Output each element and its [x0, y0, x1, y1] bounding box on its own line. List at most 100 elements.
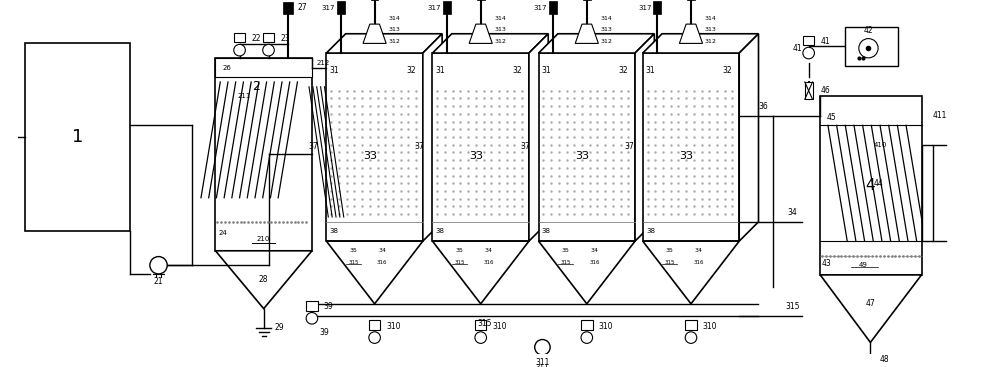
- Text: 314: 314: [704, 16, 716, 21]
- Text: 313: 313: [494, 28, 506, 32]
- Text: 35: 35: [349, 248, 357, 253]
- Text: 38: 38: [542, 229, 551, 235]
- Text: 38: 38: [330, 229, 339, 235]
- Polygon shape: [432, 34, 548, 53]
- Bar: [685, 320, 697, 330]
- Text: 315: 315: [665, 260, 675, 265]
- Text: 317: 317: [322, 5, 335, 11]
- Text: 317: 317: [638, 5, 651, 11]
- Text: 316: 316: [483, 260, 494, 265]
- Bar: [283, 2, 293, 14]
- Text: 45: 45: [827, 113, 837, 122]
- Text: 315: 315: [560, 260, 571, 265]
- Text: 42: 42: [864, 26, 873, 35]
- Text: 32: 32: [513, 66, 522, 75]
- Text: 35: 35: [666, 248, 674, 253]
- Text: 316: 316: [589, 260, 600, 265]
- Circle shape: [685, 332, 697, 344]
- Text: 28: 28: [259, 275, 268, 284]
- Bar: [215, 58, 312, 77]
- Text: 312: 312: [704, 39, 716, 44]
- Text: 48: 48: [880, 355, 890, 364]
- Text: 37: 37: [414, 142, 424, 151]
- Text: 31: 31: [646, 66, 655, 75]
- Bar: [820, 97, 922, 275]
- Text: 316: 316: [693, 260, 704, 265]
- Circle shape: [150, 257, 167, 274]
- Text: 310: 310: [598, 321, 613, 331]
- Polygon shape: [529, 34, 548, 241]
- Text: 22: 22: [251, 34, 261, 43]
- Text: 310: 310: [386, 321, 401, 331]
- Bar: [327, 87, 422, 222]
- Bar: [25, 43, 130, 232]
- Bar: [443, 1, 451, 14]
- Text: 313: 313: [600, 28, 612, 32]
- Text: 49: 49: [858, 262, 867, 268]
- Text: 212: 212: [317, 60, 330, 66]
- Circle shape: [263, 44, 274, 56]
- Text: 312: 312: [600, 39, 612, 44]
- Polygon shape: [469, 24, 492, 43]
- Text: 39: 39: [320, 328, 329, 337]
- Bar: [922, 145, 933, 241]
- Bar: [549, 1, 557, 14]
- Text: 37: 37: [308, 142, 318, 151]
- Text: 29: 29: [274, 323, 284, 333]
- Text: 34: 34: [695, 248, 703, 253]
- Text: 47: 47: [866, 299, 875, 308]
- Text: 210: 210: [257, 236, 270, 242]
- Bar: [234, 33, 245, 43]
- Text: 317: 317: [428, 5, 441, 11]
- Bar: [803, 36, 814, 46]
- Text: 38: 38: [436, 229, 445, 235]
- Bar: [644, 87, 738, 222]
- Text: 310: 310: [703, 321, 717, 331]
- Polygon shape: [643, 241, 739, 304]
- Circle shape: [234, 44, 245, 56]
- Text: 4: 4: [866, 178, 875, 193]
- Text: 39: 39: [323, 302, 333, 311]
- Text: 36: 36: [758, 102, 768, 110]
- Text: 312: 312: [494, 39, 506, 44]
- Text: 317: 317: [534, 5, 547, 11]
- Polygon shape: [739, 34, 758, 241]
- Text: 2: 2: [252, 80, 260, 93]
- Circle shape: [581, 332, 593, 344]
- Text: 315: 315: [348, 260, 359, 265]
- Bar: [539, 53, 635, 241]
- Bar: [326, 53, 423, 241]
- Text: 314: 314: [600, 16, 612, 21]
- Text: 43: 43: [821, 259, 831, 268]
- Bar: [337, 1, 345, 14]
- Bar: [432, 53, 529, 241]
- Text: 316: 316: [377, 260, 388, 265]
- Text: 315: 315: [477, 319, 492, 328]
- Text: 34: 34: [484, 248, 492, 253]
- Circle shape: [306, 313, 318, 324]
- Polygon shape: [363, 24, 386, 43]
- Text: 32: 32: [406, 66, 416, 75]
- Text: 211: 211: [238, 94, 251, 99]
- Circle shape: [475, 332, 486, 344]
- Text: 35: 35: [562, 248, 570, 253]
- Bar: [369, 320, 380, 330]
- Bar: [306, 301, 318, 310]
- Bar: [845, 27, 898, 66]
- Polygon shape: [539, 34, 654, 53]
- Polygon shape: [215, 251, 312, 309]
- Bar: [581, 320, 593, 330]
- Bar: [805, 82, 813, 99]
- Text: 31: 31: [329, 66, 339, 75]
- Text: 33: 33: [575, 151, 589, 161]
- Text: 411: 411: [933, 111, 947, 120]
- Text: 23: 23: [280, 34, 290, 43]
- Circle shape: [859, 39, 878, 58]
- Text: 315: 315: [785, 302, 800, 311]
- Polygon shape: [820, 275, 922, 342]
- Polygon shape: [575, 24, 598, 43]
- Text: 38: 38: [646, 229, 655, 235]
- Text: 33: 33: [679, 151, 693, 161]
- Text: 32: 32: [619, 66, 628, 75]
- Text: 33: 33: [363, 151, 377, 161]
